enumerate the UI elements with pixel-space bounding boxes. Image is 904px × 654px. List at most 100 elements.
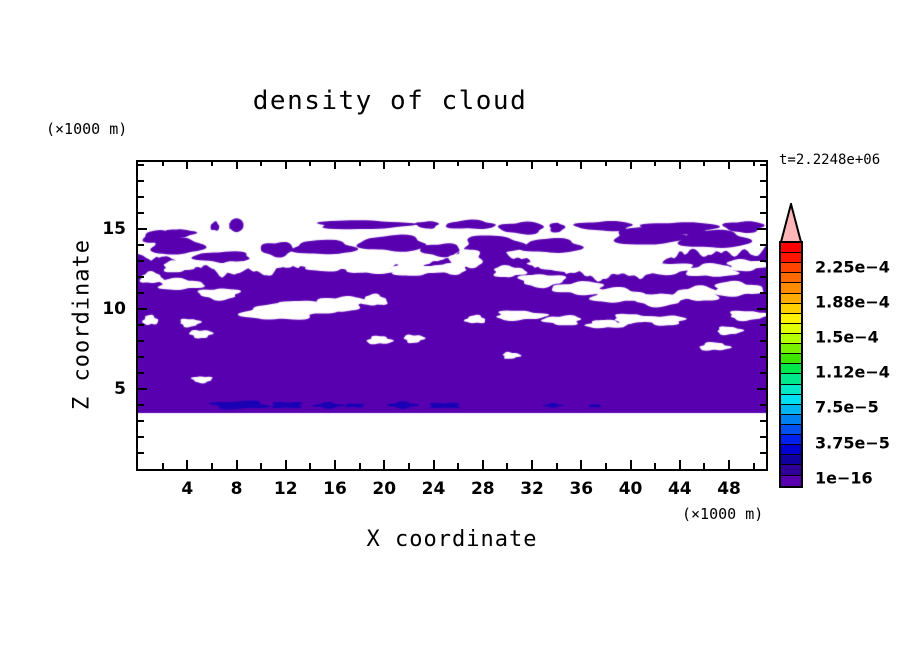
y-minor-tick xyxy=(138,340,144,343)
y-minor-tick-right xyxy=(760,212,766,215)
y-major-tick xyxy=(138,388,147,391)
y-minor-tick xyxy=(138,324,144,327)
colorbar-arrow-icon xyxy=(779,203,803,243)
colorbar xyxy=(779,203,803,488)
colorbar-band xyxy=(781,313,801,324)
colorbar-band xyxy=(781,424,801,436)
y-axis-unit-label: (×1000 m) xyxy=(46,120,128,138)
y-minor-tick-right xyxy=(760,260,766,263)
x-minor-tick-top xyxy=(309,160,312,166)
x-minor-tick xyxy=(161,463,164,469)
y-minor-tick-right xyxy=(760,196,766,199)
x-major-tick-top xyxy=(334,160,337,169)
x-minor-tick xyxy=(604,463,607,469)
x-minor-tick-top xyxy=(161,160,164,166)
x-major-tick xyxy=(383,460,386,469)
y-minor-tick xyxy=(138,292,144,295)
colorbar-band-stack xyxy=(779,241,803,488)
colorbar-band xyxy=(781,364,801,375)
colorbar-tick-label: 3.75e−5 xyxy=(815,433,890,453)
x-tick-label: 16 xyxy=(323,479,347,499)
colorbar-tick-label: 7.5e−5 xyxy=(815,397,879,417)
colorbar-band xyxy=(781,273,801,284)
x-tick-label: 32 xyxy=(520,479,544,499)
colorbar-band xyxy=(781,475,801,486)
x-major-tick-top xyxy=(284,160,287,169)
x-minor-tick xyxy=(506,463,509,469)
x-major-tick xyxy=(284,460,287,469)
y-minor-tick xyxy=(138,356,144,359)
colorbar-band xyxy=(781,374,801,385)
x-tick-label: 40 xyxy=(618,479,643,499)
contour-plot-area xyxy=(136,160,768,471)
y-minor-tick xyxy=(138,420,144,423)
colorbar-band xyxy=(781,414,801,425)
x-minor-tick-top xyxy=(604,160,607,166)
y-minor-tick-right xyxy=(760,356,766,359)
colorbar-tick-label: 1.12e−4 xyxy=(815,362,890,382)
colorbar-band xyxy=(781,455,801,466)
x-major-tick xyxy=(728,460,731,469)
colorbar-tick-label: 2.25e−4 xyxy=(815,257,890,277)
x-tick-label: 8 xyxy=(230,479,243,499)
colorbar-band xyxy=(781,465,801,476)
x-minor-tick-top xyxy=(703,160,706,166)
y-tick-label: 15 xyxy=(102,219,126,240)
y-tick-label: 5 xyxy=(114,379,126,400)
colorbar-band xyxy=(781,243,801,254)
x-major-tick xyxy=(531,460,534,469)
colorbar-band xyxy=(781,283,801,294)
x-major-tick xyxy=(235,460,238,469)
x-major-tick-top xyxy=(728,160,731,169)
x-major-tick xyxy=(432,460,435,469)
x-minor-tick xyxy=(654,463,657,469)
y-minor-tick xyxy=(138,212,144,215)
x-major-tick xyxy=(678,460,681,469)
colorbar-tick-label: 1e−16 xyxy=(815,468,873,488)
x-major-tick-top xyxy=(531,160,534,169)
y-minor-tick-right xyxy=(760,164,766,167)
y-minor-tick-right xyxy=(760,276,766,279)
colorbar-band xyxy=(781,344,801,355)
x-minor-tick-top xyxy=(506,160,509,166)
colorbar-band xyxy=(781,253,801,264)
y-minor-tick xyxy=(138,260,144,263)
x-minor-tick xyxy=(309,463,312,469)
x-major-tick-top xyxy=(629,160,632,169)
y-minor-tick xyxy=(138,164,144,167)
x-minor-tick-top xyxy=(555,160,558,166)
y-minor-tick xyxy=(138,372,144,375)
x-axis-title: X coordinate xyxy=(366,527,538,552)
y-minor-tick-right xyxy=(760,340,766,343)
colorbar-tick-label: 1.88e−4 xyxy=(815,292,890,312)
x-tick-label: 48 xyxy=(717,479,741,499)
x-tick-label: 24 xyxy=(421,479,446,499)
x-tick-label: 28 xyxy=(470,479,495,499)
page-title: density of cloud xyxy=(252,86,528,116)
x-minor-tick-top xyxy=(752,160,755,166)
y-major-tick xyxy=(138,228,147,231)
y-minor-tick-right xyxy=(760,452,766,454)
x-major-tick-top xyxy=(580,160,583,169)
y-minor-tick-right xyxy=(760,244,766,247)
y-minor-tick-right xyxy=(760,372,766,375)
y-minor-tick xyxy=(138,436,144,439)
y-minor-tick xyxy=(138,196,144,199)
y-major-tick-right xyxy=(757,388,766,391)
y-axis-title: Z coordinate xyxy=(69,239,95,410)
x-major-tick-top xyxy=(235,160,238,169)
y-minor-tick xyxy=(138,180,144,183)
colorbar-band xyxy=(781,445,801,456)
x-major-tick xyxy=(580,460,583,469)
colorbar-band xyxy=(781,435,801,446)
time-annotation: t=2.2248e+06 xyxy=(779,152,881,168)
y-minor-tick xyxy=(138,276,144,279)
x-minor-tick xyxy=(555,463,558,469)
colorbar-tick-label: 1.5e−4 xyxy=(815,327,879,347)
colorbar-band xyxy=(781,384,801,395)
x-minor-tick xyxy=(407,463,410,469)
y-minor-tick-right xyxy=(760,420,766,423)
colorbar-band xyxy=(781,293,801,304)
x-major-tick xyxy=(334,460,337,469)
colorbar-band xyxy=(781,333,801,345)
